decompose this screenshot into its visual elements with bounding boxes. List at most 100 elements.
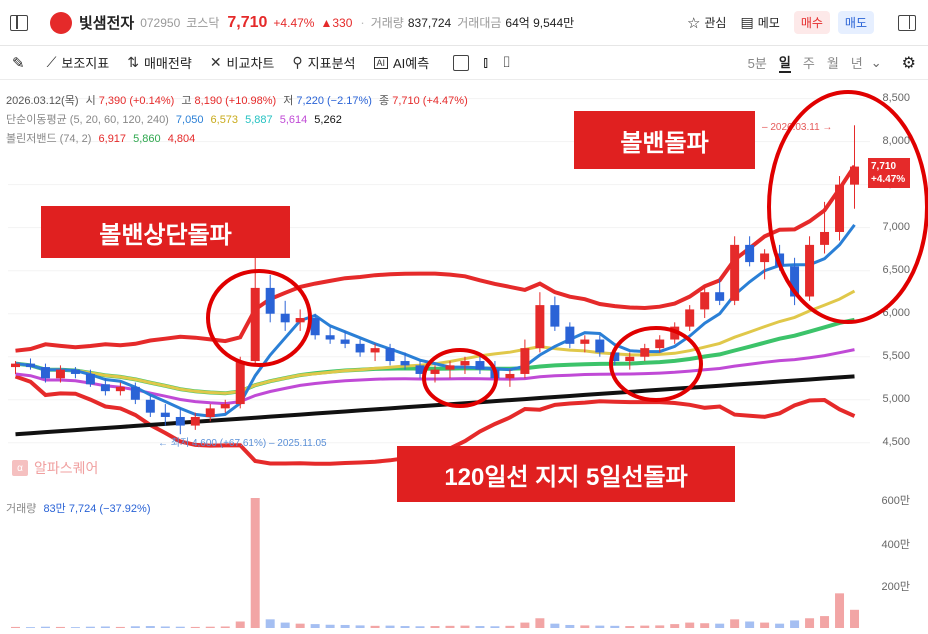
volume-bar (430, 626, 440, 628)
toolbar-strategy[interactable]: ⇅ 매매전략 (127, 54, 192, 71)
candle-body (625, 356, 635, 362)
memo-button[interactable]: ▤ 메모 (740, 14, 780, 30)
volume-bar (505, 625, 515, 628)
volume-bar (580, 625, 590, 628)
price-chart[interactable]: 2026.03.12(목) 시 7,390 (+0.14%) 고 8,190 (… (0, 80, 928, 634)
low-marker: ← 최저 4,600 (+67.61%) – 2025.11.05 (158, 438, 327, 449)
candle-body (280, 313, 290, 323)
toolbar-ai[interactable]: AI AI예측 (373, 53, 429, 72)
sidebar-toggle-icon[interactable] (10, 14, 28, 31)
candle-body (295, 318, 305, 323)
candle-body (595, 339, 605, 353)
volume-bar (445, 625, 455, 628)
candle-body (190, 416, 200, 426)
period-month[interactable]: 월 (826, 56, 839, 71)
volume-bar (535, 618, 545, 628)
candle-body (355, 343, 365, 353)
candle-body (325, 335, 335, 340)
volume-bar (610, 625, 620, 628)
candle-body (205, 408, 215, 417)
vol-tick-400: 400만 (881, 539, 910, 551)
toolbar-analysis[interactable]: ⚲ 지표분석 (292, 54, 356, 71)
y-tick-label: 6,000 (882, 306, 910, 319)
candle-body (490, 369, 500, 379)
toolbar-compare[interactable]: ✕ 비교차트 (209, 54, 275, 71)
candle-body (850, 166, 860, 185)
volume-bar (790, 620, 800, 628)
stock-price: 7,710 (227, 13, 268, 31)
candle-body (580, 339, 590, 344)
stock-logo (50, 11, 72, 34)
draw-pen-icon[interactable]: ✎ (12, 54, 25, 72)
candle-body (400, 361, 410, 366)
candle-body (235, 361, 245, 405)
panel-toggle-icon[interactable] (898, 14, 916, 31)
volume-bar (10, 626, 20, 628)
volume-bar (820, 616, 830, 628)
alphasquare-logo-icon: α (12, 460, 28, 476)
toolbar-indicators[interactable]: ⟋ 보조지표 (46, 54, 110, 71)
volume-bar (190, 626, 200, 628)
candle-body (265, 287, 275, 314)
buy-button[interactable]: 매수 (793, 11, 830, 34)
candle-body (685, 309, 695, 327)
chart-svg (8, 98, 870, 628)
candle-body (10, 363, 20, 368)
gear-icon[interactable]: ⚙ (901, 54, 916, 72)
candle-icon[interactable]: ⫾ (483, 54, 489, 71)
sell-button[interactable]: 매도 (837, 11, 874, 34)
vol-tick-600: 600만 (881, 495, 910, 507)
volume-bar (460, 625, 470, 628)
volume-bar (700, 623, 710, 628)
volume-bar (70, 627, 80, 628)
volume-bar (775, 623, 785, 628)
candle-body (160, 412, 170, 417)
volume-bar (265, 619, 275, 628)
vol-tick-200: 200만 (881, 581, 910, 593)
volume-bar (220, 626, 230, 628)
square-icon[interactable] (453, 54, 470, 71)
period-day[interactable]: 일 (778, 52, 791, 73)
volume-bar (235, 621, 245, 628)
chart-toolbar: ✎ ⟋ 보조지표 ⇅ 매매전략 ✕ 비교차트 ⚲ 지표분석 AI AI예측 ⫾ … (0, 46, 928, 80)
candle-body (340, 339, 350, 344)
volume-bar (175, 626, 185, 628)
period-week[interactable]: 주 (802, 56, 815, 71)
volume-bar (385, 625, 395, 628)
volume-bar (595, 625, 605, 628)
candle-body (70, 369, 80, 374)
volume-bar (670, 624, 680, 628)
watch-button[interactable]: ☆ 관심 (686, 14, 727, 32)
volume-bar (730, 619, 740, 628)
volume-value: 837,724 (407, 15, 452, 30)
candle-body (790, 266, 800, 297)
chevron-down-icon[interactable]: ⌄ (870, 54, 882, 70)
candle-body (760, 253, 770, 263)
candle-body (130, 386, 140, 400)
candle-body (610, 352, 620, 362)
camera-icon[interactable]: ⌷ (502, 54, 512, 71)
volume-info: 거래량 83만 7,724 (−37.92%) (6, 503, 151, 515)
y-tick-label: 6,500 (882, 263, 910, 276)
volume-bar (745, 621, 755, 628)
candle-body (640, 348, 650, 357)
period-5min[interactable]: 5분 (747, 56, 767, 71)
ma-info: 단순이동평균 (5, 20, 60, 120, 240) 7,050 6,573… (6, 114, 342, 126)
watermark: α 알파스퀘어 (12, 458, 98, 478)
candle-body (565, 326, 575, 344)
stock-header: 빛샘전자 072950 코스닥 7,710 +4.47% ▲330 · 거래량 … (0, 0, 928, 46)
volume-bar (805, 618, 815, 628)
volume-label: 거래량 (370, 16, 404, 30)
period-year[interactable]: 년 (850, 56, 863, 71)
candle-body (805, 244, 815, 297)
turnover-label: 거래대금 (457, 16, 502, 30)
memo-icon: ▤ (740, 14, 754, 30)
annotation-ma120-support: 120일선 지지 5일선돌파 (397, 446, 735, 502)
strategy-icon: ⇅ (127, 54, 139, 70)
stock-code: 072950 (140, 15, 181, 30)
current-price-tag: 7,710 +4.47% (868, 158, 910, 188)
volume-bar (250, 498, 260, 628)
change-pct: +4.47% (273, 15, 315, 30)
volume-bar (685, 622, 695, 628)
volume-bar (640, 625, 650, 628)
